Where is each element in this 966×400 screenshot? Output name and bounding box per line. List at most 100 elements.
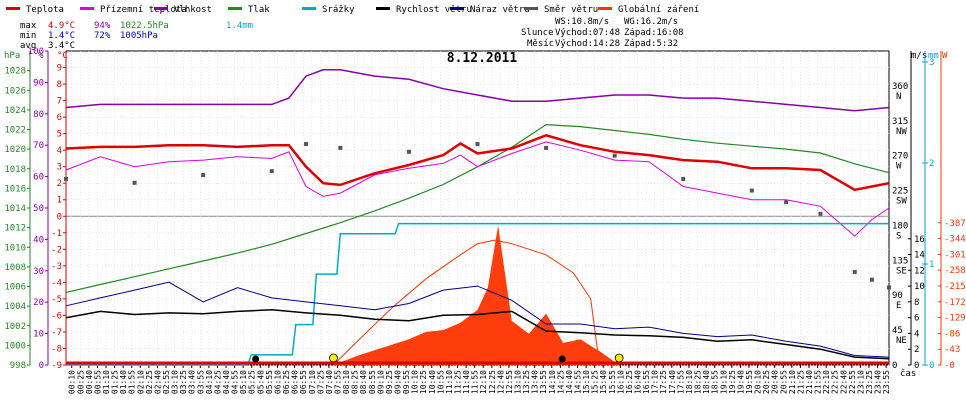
time-label: 06:25 [282,370,291,394]
time-label: 07:25 [316,370,325,394]
hpa-axis-label: 998 [10,361,26,371]
wind-dir-value: 0 [892,361,897,371]
wind-dir-point [852,269,857,274]
hpa-axis-label: 1000 [4,341,26,351]
stats-max-label: max [20,21,37,31]
celsius-axis-label: -6 [51,311,62,321]
moonset-marker [252,355,260,363]
stats-min-label: min [20,31,36,41]
time-label: 12:55 [505,370,514,394]
hpa-axis-label: 1008 [4,263,26,273]
wind-dir-value: 270 [892,152,908,162]
wind-dir-label: W [896,162,902,172]
celsius-axis-label: -1 [51,229,62,239]
time-label: 22:55 [848,370,857,394]
hpa-axis-label: 1016 [4,184,26,194]
time-label: 08:55 [368,370,377,394]
wind-dir-point [201,173,206,178]
time-label: 11:55 [471,370,480,394]
stats-max-press: 1022.5hPa [120,21,169,31]
time-label: 19:55 [745,370,754,394]
time-label: 17:55 [676,370,685,394]
celsius-axis-label: -7 [51,328,62,338]
time-label: 08:25 [351,370,360,394]
wind-dir-label: N [896,92,901,102]
wind-dir-point [869,277,874,282]
wind-dir-point [681,176,686,181]
time-label: 18:40 [702,370,711,394]
wind-dir-value: 315 [892,117,908,127]
time-label: 04:25 [213,370,222,394]
wind-dir-point [406,149,411,154]
time-label: 11:40 [462,370,471,394]
celsius-axis-label: -4 [51,278,62,288]
time-label: 20:10 [754,370,763,394]
time-label: 01:40 [119,370,128,394]
radiation-label: -86 [944,329,960,339]
wind-dir-label: SW [896,197,907,207]
time-label: 03:55 [196,370,205,394]
hpa-axis-label: 1024 [4,106,26,116]
percent-axis-label: 70 [33,141,44,151]
time-axis: 00:10 00:25 00:40 00:55 01:10 01:25 01:40 01:55… [68,365,891,394]
time-label: 15:40 [599,370,608,394]
time-label: 20:25 [762,370,771,394]
wind-dir-label: SE [896,266,907,276]
time-label: 10:25 [419,370,428,394]
legend-swatch [6,7,20,10]
time-label: 09:55 [402,370,411,394]
legend-label: Teplota [26,5,64,15]
time-label: 10:10 [411,370,420,394]
wind-dir-label: NE [896,336,907,346]
hpa-axis-label: 1018 [4,165,26,175]
time-label: 21:40 [805,370,814,394]
legend-swatch [450,7,464,10]
chart-title: 8.12.2011 [447,51,518,66]
time-label: 09:10 [376,370,385,394]
sunrise-text: Východ:07:48 [555,28,620,38]
time-label: 00:25 [76,370,85,394]
celsius-axis-label: -3 [51,262,62,272]
hpa-axis-label: 1004 [4,302,26,312]
celsius-axis-label: -5 [51,295,62,305]
radiation-label: -0 [944,361,955,371]
wind-speed-label: 8 [914,298,919,308]
time-label: 23:55 [882,370,891,394]
time-label: 09:25 [385,370,394,394]
time-label: 13:40 [531,370,540,394]
time-label: 22:40 [839,370,848,394]
time-label: 11:25 [453,370,462,394]
radiation-theoretical-line [333,239,619,366]
time-label: 01:10 [102,370,111,394]
percent-axis-label: 50 [33,204,44,214]
wind-dir-value: 360 [892,82,908,92]
series-line [66,222,889,366]
axis-unit-celsius: °C [57,51,68,61]
time-label: 15:55 [608,370,617,394]
time-label: 21:10 [788,370,797,394]
wind-dir-point [338,145,343,150]
radiation-label: -387 [944,219,966,229]
axis-unit-radiation: W [942,51,948,61]
percent-axis-label: 20 [33,298,44,308]
hpa-axis-label: 1006 [4,283,26,293]
time-label: 03:10 [171,370,180,394]
time-label: 08:40 [359,370,368,394]
time-label: 12:25 [488,370,497,394]
wind-dir-point [269,169,274,174]
time-label: 16:25 [625,370,634,394]
moon-label: Měsíc [527,39,554,49]
sun-label: Slunce [521,28,554,38]
hpa-axis-label: 1014 [4,204,26,214]
radiation-label: -258 [944,266,966,276]
time-label: 18:10 [685,370,694,394]
stats-avg-label: avg [20,41,36,51]
time-label: 00:40 [85,370,94,394]
legend-label: Náraz větru [470,5,530,15]
hpa-axis-label: 1028 [4,67,26,77]
time-label: 14:25 [556,370,565,394]
percent-axis-label: 0 [39,361,44,371]
time-label: 12:40 [496,370,505,394]
time-label: 03:25 [179,370,188,394]
